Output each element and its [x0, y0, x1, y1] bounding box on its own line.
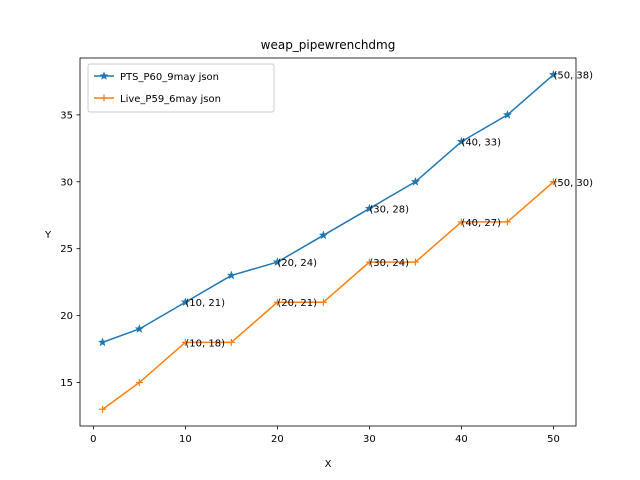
- y-tick-label: 20: [60, 311, 73, 322]
- x-axis-label: X: [325, 459, 332, 470]
- data-label: (40, 27): [461, 218, 501, 229]
- data-point: [548, 69, 559, 79]
- plot-area: (10, 21) (20, 24) (30, 28) (40, 33) (50, 38)…: [97, 69, 593, 413]
- data-point: [549, 178, 557, 186]
- data-label: (20, 21): [277, 298, 317, 309]
- data-label: (20, 24): [277, 258, 317, 269]
- x-tick-label: 40: [455, 434, 468, 445]
- data-label: (50, 30): [553, 178, 593, 189]
- data-point: [273, 298, 281, 306]
- data-point: [410, 176, 421, 186]
- legend-label: PTS_P60_9may json: [120, 72, 219, 83]
- x-tick-label: 20: [271, 434, 284, 445]
- x-tick-label: 0: [90, 434, 96, 445]
- data-point: [364, 203, 375, 213]
- legend-marker: [100, 94, 108, 102]
- data-point: [503, 218, 511, 226]
- chart-title: weap_pipewrenchdmg: [261, 38, 396, 52]
- legend-entry: PTS_P60_9may json: [94, 71, 219, 83]
- y-tick-label: 15: [60, 378, 73, 389]
- legend-marker: [99, 71, 109, 81]
- x-tick-label: 10: [179, 434, 192, 445]
- data-label: (30, 24): [369, 258, 409, 269]
- data-point: [99, 405, 107, 413]
- legend-entry: Live_P59_6may json: [94, 94, 221, 105]
- x-tick-label: 50: [547, 434, 560, 445]
- series-1: (10, 21) (20, 24) (30, 28) (40, 33) (50, 38): [97, 69, 593, 347]
- y-axis-label: Y: [44, 230, 52, 241]
- data-label: (40, 33): [461, 138, 501, 149]
- data-label: (10, 18): [185, 338, 225, 349]
- data-point: [457, 218, 465, 226]
- data-point: [318, 230, 329, 240]
- data-point: [181, 338, 189, 346]
- axes: 0 10 20 30 40 50 15 20 25 30 35: [60, 57, 577, 445]
- data-label: (10, 21): [185, 298, 225, 309]
- data-point: [319, 298, 327, 306]
- data-point: [456, 136, 467, 146]
- data-point: [226, 270, 237, 280]
- data-point: [502, 109, 513, 119]
- data-label: (30, 28): [369, 205, 409, 216]
- data-point: [135, 379, 143, 387]
- data-point: [180, 297, 191, 307]
- series-2: (10, 18) (20, 21) (30, 24) (40, 27) (50, 30): [99, 178, 593, 413]
- legend-box: [87, 63, 275, 113]
- y-tick-label: 30: [60, 177, 73, 188]
- axes-frame: [79, 57, 577, 427]
- legend-label: Live_P59_6may json: [120, 94, 221, 105]
- data-point: [227, 338, 235, 346]
- data-label: (50, 38): [553, 71, 593, 82]
- data-point: [97, 337, 108, 347]
- data-point: [411, 258, 419, 266]
- x-tick-label: 30: [363, 434, 376, 445]
- y-tick-label: 35: [60, 110, 73, 121]
- data-point: [134, 324, 145, 333]
- y-tick-label: 25: [60, 244, 73, 255]
- legend: PTS_P60_9may json Live_P59_6may json: [87, 63, 275, 113]
- data-point: [365, 258, 373, 266]
- data-point: [272, 257, 283, 267]
